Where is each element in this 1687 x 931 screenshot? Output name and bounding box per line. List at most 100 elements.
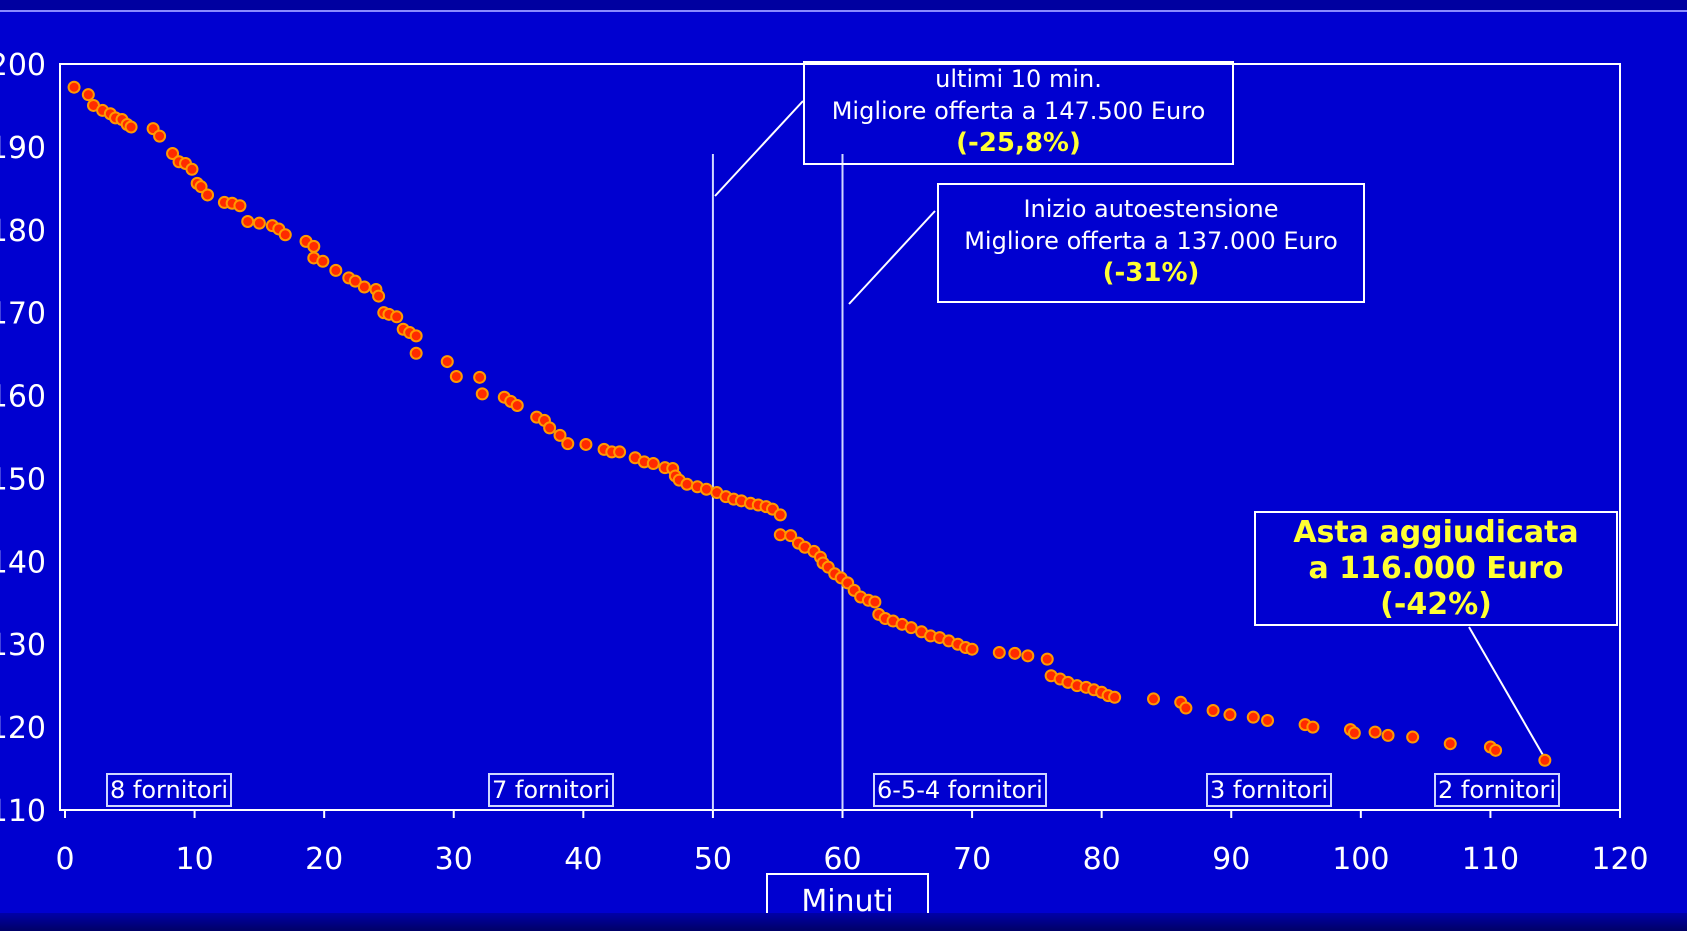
bid-point [307,239,321,253]
callout-autoext-line2: Migliore offerta a 137.000 Euro [964,227,1338,255]
callout-connector-last10 [714,100,804,197]
bid-point [868,595,882,609]
bottom-band [0,913,1687,931]
bid-point [166,147,180,161]
y-tick-label: 190 [0,131,46,166]
x-tick-label: 20 [305,842,343,877]
callout-autoextension: Inizio autoestensione Migliore offerta a… [937,183,1365,303]
callout-last10-line2: Migliore offerta a 147.500 Euro [831,97,1206,125]
bid-point [1381,728,1395,742]
bid-point [646,457,660,471]
bid-point [773,508,787,522]
callout-autoext-pct: (-31%) [1102,258,1200,288]
bid-point [1538,753,1552,767]
bid-point [449,369,463,383]
x-tick-label: 100 [1332,842,1389,877]
bid-point [473,370,487,384]
bid-point [680,477,694,491]
bid-point [510,399,524,413]
bid-point [1406,730,1420,744]
bid-point [784,529,798,543]
bid-point [124,120,138,134]
callout-connector-final [1468,626,1548,763]
x-tick-label: 50 [694,842,732,877]
bid-point [699,482,713,496]
bid-point [1008,646,1022,660]
callout-last-10-minutes: ultimi 10 min. Migliore offerta a 147.50… [803,61,1234,165]
callout-final-line2: a 116.000 Euro [1308,551,1564,586]
x-tick-label: 110 [1462,842,1519,877]
y-tick-label: 150 [0,462,46,497]
bid-point [409,329,423,343]
bid-point [1489,743,1503,757]
bid-point [153,129,167,143]
bid-point [475,387,489,401]
callout-last10-pct: (-25,8%) [956,128,1081,158]
y-tick-label: 130 [0,628,46,663]
bid-point [1368,725,1382,739]
segment-label-8: 8 fornitori [106,773,232,807]
y-tick-label: 170 [0,297,46,332]
bid-point [440,355,454,369]
bid-point [579,437,593,451]
callout-last10-line1: ultimi 10 min. [935,65,1102,93]
bid-point [316,254,330,268]
segment-label-2: 2 fornitori [1434,773,1560,807]
x-tick-label: 30 [435,842,473,877]
bid-point [992,646,1006,660]
x-tick-label: 120 [1591,842,1648,877]
x-tick-label: 70 [953,842,991,877]
y-tick-label: 160 [0,380,46,415]
bid-point [278,228,292,242]
plot-frame [59,63,1621,811]
bid-point [252,216,266,230]
segment-label-6-5-4: 6-5-4 fornitori [873,773,1047,807]
bid-point [329,263,343,277]
bid-point [241,214,255,228]
bid-point [1261,713,1275,727]
bid-point [357,280,371,294]
bid-point [1246,710,1260,724]
bid-point [1443,737,1457,751]
y-tick-label: 200 [0,48,46,83]
bid-point [67,80,81,94]
bid-point [553,428,567,442]
bid-point [185,162,199,176]
y-tick-label: 180 [0,214,46,249]
bid-point [1306,720,1320,734]
segment-label-3: 3 fornitori [1206,773,1332,807]
x-tick-label: 40 [564,842,602,877]
bid-point [194,180,208,194]
bid-point [613,445,627,459]
top-band [0,0,1687,12]
y-tick-label: 110 [0,794,46,829]
bid-point [965,642,979,656]
bid-point [348,274,362,288]
bid-point [1206,704,1220,718]
y-tick-label: 120 [0,711,46,746]
bid-point [81,88,95,102]
callout-final-pct: (-42%) [1380,587,1492,622]
bid-point [201,188,215,202]
bid-point [1108,690,1122,704]
bid-point [1223,708,1237,722]
x-tick-label: 90 [1212,842,1250,877]
callout-connector-autoext [848,210,936,305]
bid-point [1347,726,1361,740]
x-tick-label: 10 [175,842,213,877]
y-tick-label: 140 [0,545,46,580]
bid-point [904,621,918,635]
bid-point [1021,649,1035,663]
bid-point [1147,692,1160,706]
callout-final-line1: Asta aggiudicata [1293,515,1579,550]
x-tick-label: 0 [55,842,74,877]
bid-point [233,199,247,213]
callout-final-award: Asta aggiudicata a 116.000 Euro (-42%) [1254,511,1618,626]
segment-label-7: 7 fornitori [488,773,614,807]
x-tick-label: 60 [823,842,861,877]
bid-point [1040,652,1054,666]
bid-point [372,289,386,303]
bid-point [390,310,404,324]
callout-autoext-line1: Inizio autoestensione [1023,195,1279,223]
